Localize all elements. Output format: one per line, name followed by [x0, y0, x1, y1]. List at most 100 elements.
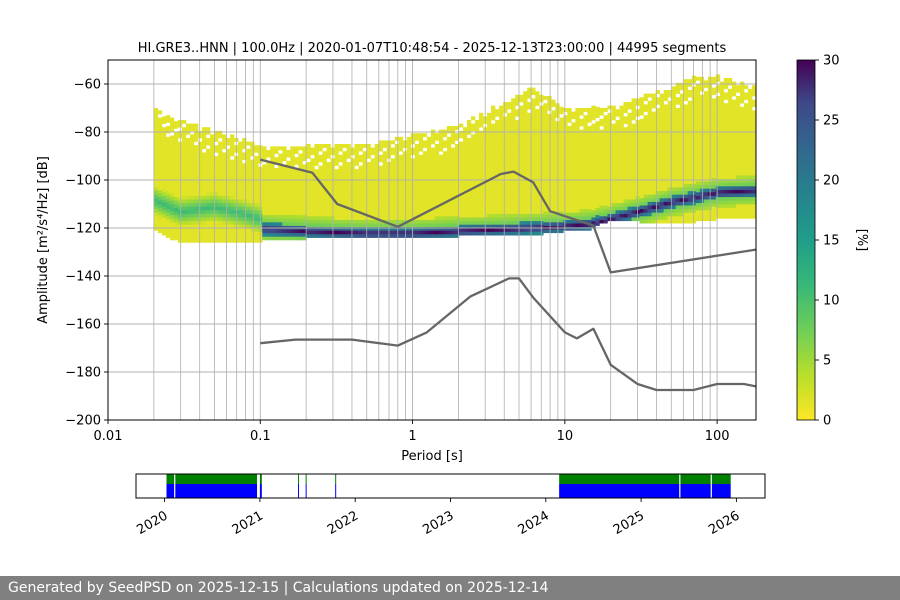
density-cell [430, 223, 436, 228]
density-cell [346, 223, 351, 228]
density-cell [739, 182, 745, 187]
density-cell [583, 154, 588, 159]
density-cell [687, 172, 693, 177]
density-cell [535, 112, 540, 117]
density-cell [671, 187, 677, 192]
density-cell [563, 205, 568, 210]
density-cell [270, 232, 275, 237]
density-cell [643, 108, 648, 112]
density-cell [643, 154, 648, 159]
density-cell [222, 184, 227, 189]
density-cell [326, 183, 331, 188]
density-cell [270, 196, 275, 201]
density-cell [747, 211, 753, 216]
density-cell [491, 152, 496, 157]
density-cell [310, 198, 315, 202]
density-cell [218, 145, 223, 150]
density-cell [246, 199, 251, 204]
density-cell [659, 111, 664, 116]
density-cell [366, 205, 371, 210]
density-cell [663, 219, 668, 224]
density-cell [559, 196, 564, 201]
density-cell [579, 208, 584, 213]
density-cell [254, 238, 259, 243]
density-cell [503, 210, 508, 214]
density-cell [547, 214, 552, 219]
density-cell [286, 204, 291, 208]
density-cell [462, 156, 468, 160]
density-cell [751, 200, 756, 205]
density-cell [547, 150, 552, 154]
density-cell [527, 210, 532, 214]
density-cell [647, 151, 652, 156]
density-cell [495, 134, 500, 139]
density-cell [398, 180, 404, 184]
density-cell [551, 229, 556, 234]
density-cell [519, 141, 524, 146]
density-cell [527, 174, 532, 178]
density-cell [699, 210, 705, 214]
density-cell [310, 205, 315, 210]
density-cell [503, 184, 508, 189]
density-cell [591, 192, 596, 196]
density-cell [234, 213, 239, 218]
density-cell [747, 117, 753, 122]
density-cell [527, 112, 532, 117]
density-cell [426, 223, 432, 228]
density-cell [246, 213, 251, 218]
density-cell [687, 90, 693, 94]
density-cell [278, 182, 283, 187]
density-cell [543, 186, 548, 190]
density-cell [294, 222, 299, 226]
density-cell [318, 187, 323, 192]
density-cell [591, 184, 596, 189]
density-cell [687, 201, 693, 206]
density-cell [619, 166, 624, 171]
density-cell [731, 207, 737, 212]
density-cell [278, 186, 283, 190]
density-cell [679, 118, 685, 123]
density-cell [663, 126, 668, 130]
density-cell [555, 229, 560, 234]
density-cell [242, 238, 247, 243]
density-cell [715, 157, 721, 162]
density-cell [394, 183, 400, 188]
density-cell [619, 210, 624, 214]
density-cell [294, 150, 299, 154]
density-cell [647, 158, 652, 163]
density-cell [458, 181, 464, 186]
density-cell [711, 166, 717, 171]
density-cell [278, 196, 283, 201]
density-cell [250, 224, 255, 229]
density-cell [727, 200, 733, 205]
density-cell [663, 190, 668, 195]
density-cell [193, 138, 199, 142]
density-cell [703, 213, 709, 218]
density-cell [342, 223, 347, 228]
density-cell [434, 144, 440, 148]
density-cell [418, 180, 424, 184]
density-cell [663, 115, 668, 120]
density-cell [346, 226, 351, 231]
density-cell [531, 184, 536, 189]
density-cell [214, 238, 219, 243]
density-cell [555, 135, 560, 140]
density-cell [631, 159, 636, 164]
density-cell [655, 122, 660, 127]
density-cell [310, 180, 315, 184]
density-cell [173, 189, 179, 194]
density-cell [595, 211, 600, 216]
density-cell [731, 160, 737, 165]
density-cell [575, 151, 580, 156]
density-cell [659, 162, 664, 166]
density-cell [189, 206, 195, 211]
density-cell [430, 169, 436, 174]
density-cell [226, 210, 231, 214]
density-cell [551, 171, 556, 176]
density-cell [198, 145, 203, 150]
density-cell [683, 212, 689, 217]
density-cell [446, 136, 452, 141]
density-cell [487, 120, 492, 124]
density-cell [607, 141, 612, 146]
density-cell [579, 187, 584, 192]
